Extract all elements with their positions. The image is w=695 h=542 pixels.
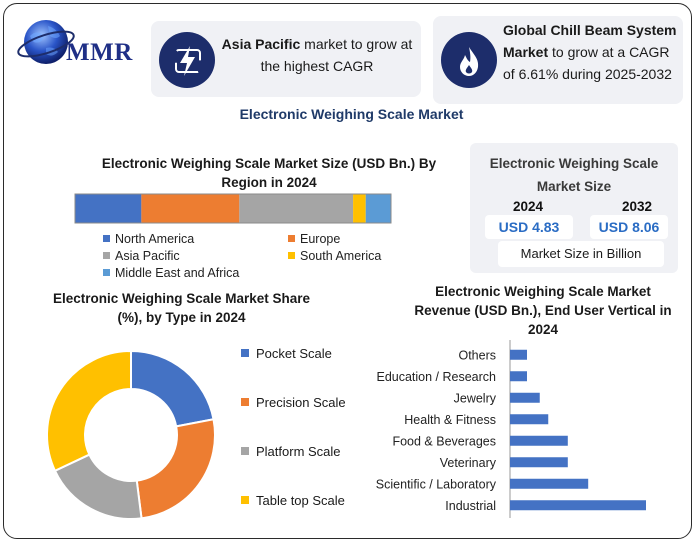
type-donut-chart — [46, 349, 216, 520]
enduser-bar-jewelry — [510, 392, 540, 403]
main-title: Electronic Weighing Scale Market — [239, 106, 464, 122]
enduser-label-education-research: Education / Research — [376, 370, 496, 384]
donut-slice-table-top-scale — [46, 349, 132, 473]
legend-label: Europe — [300, 232, 341, 246]
flame-icon — [441, 32, 497, 88]
highlight-text-cagr: Global Chill Beam System Market to grow … — [503, 19, 681, 85]
enduser-label-veterinary: Veterinary — [440, 456, 497, 470]
highlight-card-cagr: Global Chill Beam System Market to grow … — [433, 16, 683, 104]
market-size-unit: Market Size in Billion — [498, 241, 664, 267]
highlight-rest-cagr: to grow at a CAGR of 6.61% during 2025-2… — [503, 44, 672, 82]
legend-north-america: North America — [103, 232, 194, 246]
logo: MMR — [16, 12, 146, 72]
year-2024: 2024 — [513, 199, 544, 214]
region-bar-asia-pacific — [239, 194, 354, 223]
legend-label: Pocket Scale — [256, 346, 332, 361]
legend-swatch — [241, 496, 249, 504]
infographic-frame: MMR Asia Pacific market to grow at the h… — [3, 3, 692, 539]
enduser-bar-others — [510, 349, 527, 360]
value-2032: USD 8.06 — [590, 215, 668, 239]
highlight-bold-region: Asia Pacific — [221, 36, 301, 52]
logo-text: MMR — [66, 39, 133, 66]
enduser-bar-health-fitness — [510, 414, 549, 425]
market-size-title: Electronic Weighing Scale Market Size — [489, 156, 659, 194]
legend-label: Middle East and Africa — [115, 266, 240, 280]
highlight-card-region: Asia Pacific market to grow at the highe… — [151, 21, 421, 97]
region-chart-title: Electronic Weighing Scale Market Size (U… — [101, 156, 437, 190]
enduser-label-scientific-laboratory: Scientific / Laboratory — [376, 477, 497, 491]
legend-europe: Europe — [288, 232, 340, 246]
legend-label: Asia Pacific — [115, 249, 180, 263]
market-size-box: Electronic Weighing Scale Market Size 20… — [470, 143, 678, 273]
enduser-bar-scientific-laboratory — [510, 478, 589, 489]
enduser-label-others: Others — [458, 348, 496, 362]
value-2024: USD 4.83 — [485, 215, 573, 239]
legend-swatch — [241, 349, 249, 357]
donut-slice-pocket-scale — [130, 349, 215, 428]
enduser-bar-education-research — [510, 371, 527, 382]
legend-label: Platform Scale — [256, 444, 341, 459]
year-2032: 2032 — [622, 199, 653, 214]
region-bar-north-america — [75, 194, 142, 223]
enduser-bar-industrial — [510, 500, 646, 511]
legend-swatch — [103, 252, 110, 259]
type-chart-title: Electronic Weighing Scale Market Share (… — [52, 291, 311, 325]
legend-platform-scale: Platform Scale — [241, 444, 341, 459]
legend-swatch — [288, 252, 295, 259]
legend-asia-pacific: Asia Pacific — [103, 249, 180, 263]
enduser-bar-food-beverages — [510, 435, 568, 446]
lightning-icon — [159, 32, 215, 88]
enduser-bar-veterinary — [510, 457, 568, 468]
globe-icon — [17, 20, 75, 64]
region-bar-middle-east-and-africa — [365, 194, 391, 223]
legend-tabletop-scale: Table top Scale — [241, 493, 345, 508]
enduser-label-jewelry: Jewelry — [454, 391, 497, 405]
legend-swatch — [241, 447, 249, 455]
legend-label: South America — [300, 249, 382, 263]
enduser-label-food-beverages: Food & Beverages — [392, 434, 496, 448]
highlight-text-region: Asia Pacific market to grow at the highe… — [217, 33, 417, 77]
legend-middle-east-africa: Middle East and Africa — [103, 266, 239, 280]
highlight-bold-cagr: Global Chill Beam System Market — [503, 22, 677, 60]
legend-south-america: South America — [288, 249, 381, 263]
region-bar-south-america — [353, 194, 366, 223]
legend-precision-scale: Precision Scale — [241, 395, 346, 410]
legend-label: Precision Scale — [256, 395, 346, 410]
legend-swatch — [288, 235, 295, 242]
legend-label: Table top Scale — [256, 493, 345, 508]
enduser-label-industrial: Industrial — [445, 499, 496, 513]
enduser-label-health-fitness: Health & Fitness — [404, 413, 496, 427]
legend-swatch — [103, 235, 110, 242]
region-bar-border — [74, 193, 392, 224]
highlight-rest-region: market to grow at the highest CAGR — [260, 36, 413, 74]
legend-swatch — [103, 269, 110, 276]
legend-label: North America — [115, 232, 195, 246]
legend-swatch — [241, 398, 249, 406]
region-bar-europe — [141, 194, 240, 223]
legend-pocket-scale: Pocket Scale — [241, 346, 332, 361]
donut-slice-precision-scale — [135, 418, 216, 520]
enduser-chart-title: Electronic Weighing Scale Market Revenue… — [414, 284, 672, 337]
